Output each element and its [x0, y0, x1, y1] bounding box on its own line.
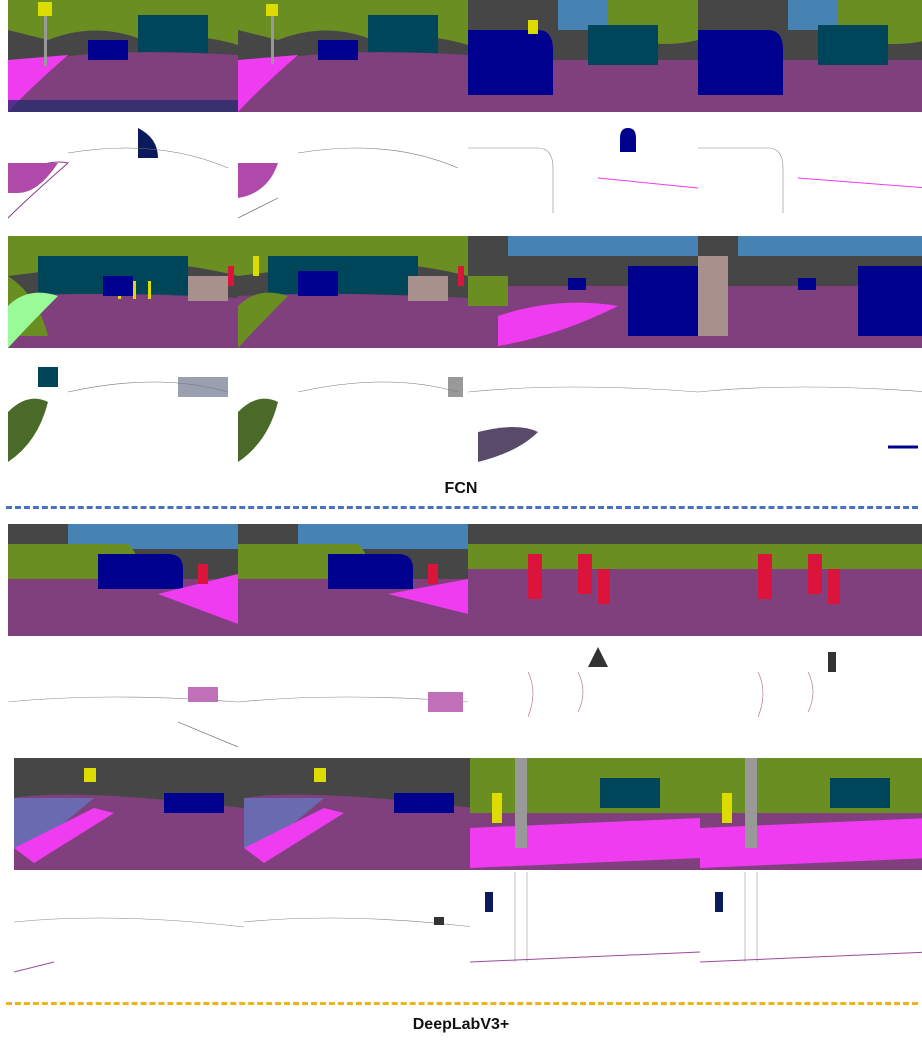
segmentation-map — [468, 524, 698, 636]
error-map — [238, 642, 468, 754]
segmentation-map — [238, 524, 468, 636]
section-label: DeepLabV3+ — [412, 1016, 510, 1033]
segmentation-map — [468, 0, 698, 112]
section-divider — [6, 1002, 918, 1005]
segmentation-map — [8, 236, 238, 348]
error-map — [238, 118, 468, 230]
error-map — [468, 118, 698, 230]
segmentation-map — [238, 0, 468, 112]
segmentation-map — [698, 0, 922, 112]
error-map — [470, 872, 700, 984]
error-map — [698, 642, 922, 754]
segmentation-map — [238, 236, 468, 348]
segmentation-map — [698, 524, 922, 636]
segmentation-map — [470, 758, 700, 870]
error-map — [244, 872, 474, 984]
error-map — [468, 642, 698, 754]
error-map — [14, 872, 244, 984]
segmentation-map — [14, 758, 244, 870]
error-map — [698, 352, 922, 464]
segmentation-map — [244, 758, 474, 870]
section-label: FCN — [444, 480, 478, 497]
error-map — [238, 352, 468, 464]
segmentation-map — [700, 758, 922, 870]
error-map — [8, 352, 238, 464]
error-map — [698, 118, 922, 230]
error-map — [8, 118, 238, 230]
error-map — [8, 642, 238, 754]
error-map — [468, 352, 698, 464]
segmentation-map — [8, 524, 238, 636]
segmentation-map — [698, 236, 922, 348]
segmentation-map — [468, 236, 698, 348]
error-map — [700, 872, 922, 984]
segmentation-map — [8, 0, 238, 112]
section-divider — [6, 506, 918, 509]
